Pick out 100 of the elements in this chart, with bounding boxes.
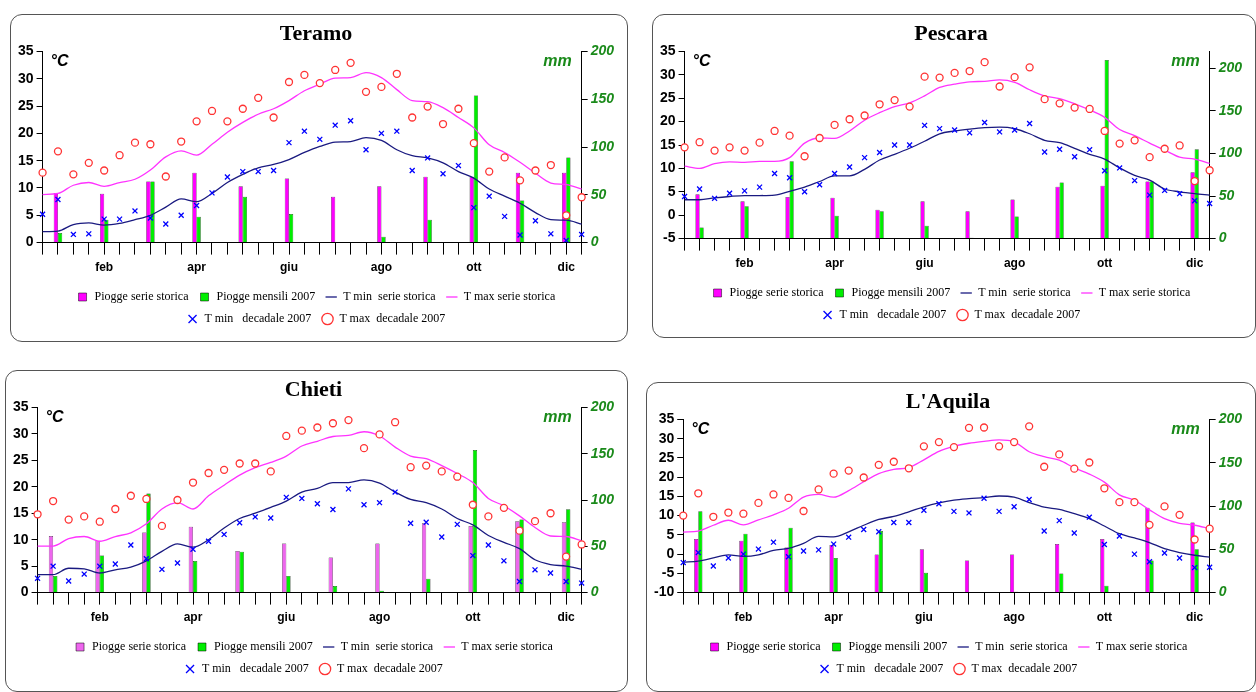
y2-tick-label: 100 bbox=[590, 137, 615, 154]
x-tick-label: feb bbox=[734, 610, 753, 625]
point bbox=[284, 77, 294, 87]
point bbox=[531, 166, 540, 175]
y2-tick-label: 150 bbox=[590, 444, 615, 461]
y2-tick-label: 100 bbox=[1218, 144, 1243, 161]
point bbox=[577, 193, 586, 202]
point bbox=[919, 442, 929, 451]
y-tick-label: 35 bbox=[659, 42, 676, 59]
x-tick-label: dic bbox=[557, 260, 576, 275]
legend-label: T min decadale 2007 bbox=[836, 661, 944, 676]
point bbox=[469, 552, 476, 559]
point bbox=[756, 184, 763, 191]
legend-label: T min decadale 2007 bbox=[839, 307, 947, 322]
point bbox=[100, 166, 109, 175]
point bbox=[725, 554, 732, 562]
x-tick-label: ago bbox=[1003, 256, 1026, 271]
point bbox=[829, 469, 838, 478]
legend-label: Piogge serie storica bbox=[92, 639, 187, 654]
y2-axis-title: mm bbox=[1171, 419, 1200, 437]
point bbox=[192, 117, 201, 126]
point bbox=[345, 485, 352, 493]
point bbox=[1160, 144, 1169, 153]
y-axis-title: °C bbox=[45, 407, 64, 425]
y2-tick-label: 50 bbox=[590, 185, 607, 202]
point bbox=[238, 104, 247, 113]
point bbox=[906, 141, 913, 149]
x-tick-label: apr bbox=[187, 260, 207, 275]
y-tick-label: 5 bbox=[666, 525, 675, 542]
y-tick-label: 30 bbox=[12, 424, 29, 441]
point bbox=[891, 141, 898, 149]
point bbox=[499, 503, 509, 513]
point bbox=[578, 579, 585, 587]
point bbox=[316, 136, 323, 143]
y2-tick-label: 0 bbox=[1218, 583, 1227, 600]
point bbox=[934, 437, 944, 447]
point bbox=[784, 493, 793, 503]
y2-axis-title: mm bbox=[543, 51, 572, 69]
point bbox=[1085, 458, 1094, 467]
point bbox=[709, 512, 718, 521]
point bbox=[1115, 139, 1124, 148]
point bbox=[205, 538, 212, 545]
y2-axis-title: mm bbox=[1171, 51, 1200, 69]
point bbox=[1131, 550, 1138, 558]
y2-tick-label: 50 bbox=[590, 537, 607, 554]
x-tick-label: ago bbox=[370, 260, 393, 275]
point bbox=[980, 495, 988, 502]
point bbox=[785, 131, 794, 140]
point bbox=[285, 139, 293, 146]
y-tick-label: -5 bbox=[663, 229, 676, 246]
point bbox=[173, 495, 182, 505]
point bbox=[1070, 103, 1079, 112]
point bbox=[392, 69, 401, 78]
point bbox=[846, 163, 853, 171]
point bbox=[64, 515, 73, 524]
x-tick-label: ott bbox=[1096, 610, 1113, 625]
point bbox=[875, 100, 884, 109]
chart-title: Teramo bbox=[279, 19, 353, 45]
point bbox=[740, 146, 749, 155]
y-tick-label: 5 bbox=[667, 182, 676, 199]
y2-tick-label: 0 bbox=[590, 583, 599, 600]
point bbox=[995, 508, 1003, 515]
point bbox=[252, 513, 259, 521]
point bbox=[359, 443, 369, 453]
point bbox=[266, 467, 275, 476]
point bbox=[267, 514, 274, 522]
y-tick-label: 10 bbox=[658, 506, 675, 523]
y-tick-label: -10 bbox=[654, 583, 675, 600]
x-tick-label: giu bbox=[914, 610, 933, 625]
point bbox=[315, 78, 324, 88]
line-series bbox=[36, 479, 583, 576]
y-tick-label: 0 bbox=[25, 233, 34, 250]
point bbox=[830, 120, 839, 130]
point bbox=[1205, 524, 1214, 533]
point bbox=[845, 115, 854, 124]
y-tick-label: 15 bbox=[12, 504, 29, 521]
line-series bbox=[683, 126, 1211, 201]
point bbox=[680, 559, 687, 566]
point bbox=[515, 176, 525, 185]
point bbox=[1026, 496, 1033, 503]
point bbox=[890, 95, 899, 105]
point bbox=[1115, 498, 1124, 507]
point bbox=[563, 237, 570, 243]
point bbox=[437, 467, 446, 476]
y-tick-label: 20 bbox=[659, 112, 676, 129]
point bbox=[143, 555, 150, 562]
x-tick-label: feb bbox=[90, 610, 109, 625]
point bbox=[799, 506, 808, 516]
x-tick-label: ott bbox=[1096, 256, 1113, 271]
point bbox=[157, 521, 167, 531]
y-tick-label: 20 bbox=[17, 124, 34, 141]
point bbox=[694, 489, 703, 498]
point bbox=[500, 153, 509, 162]
point bbox=[770, 126, 779, 136]
y-tick-label: 25 bbox=[17, 96, 34, 113]
point bbox=[38, 168, 47, 177]
y2-tick-label: 50 bbox=[1218, 186, 1235, 203]
y2-tick-label: 200 bbox=[589, 42, 615, 59]
point bbox=[814, 485, 823, 494]
legend-label: Piogge mensili 2007 bbox=[214, 639, 313, 654]
